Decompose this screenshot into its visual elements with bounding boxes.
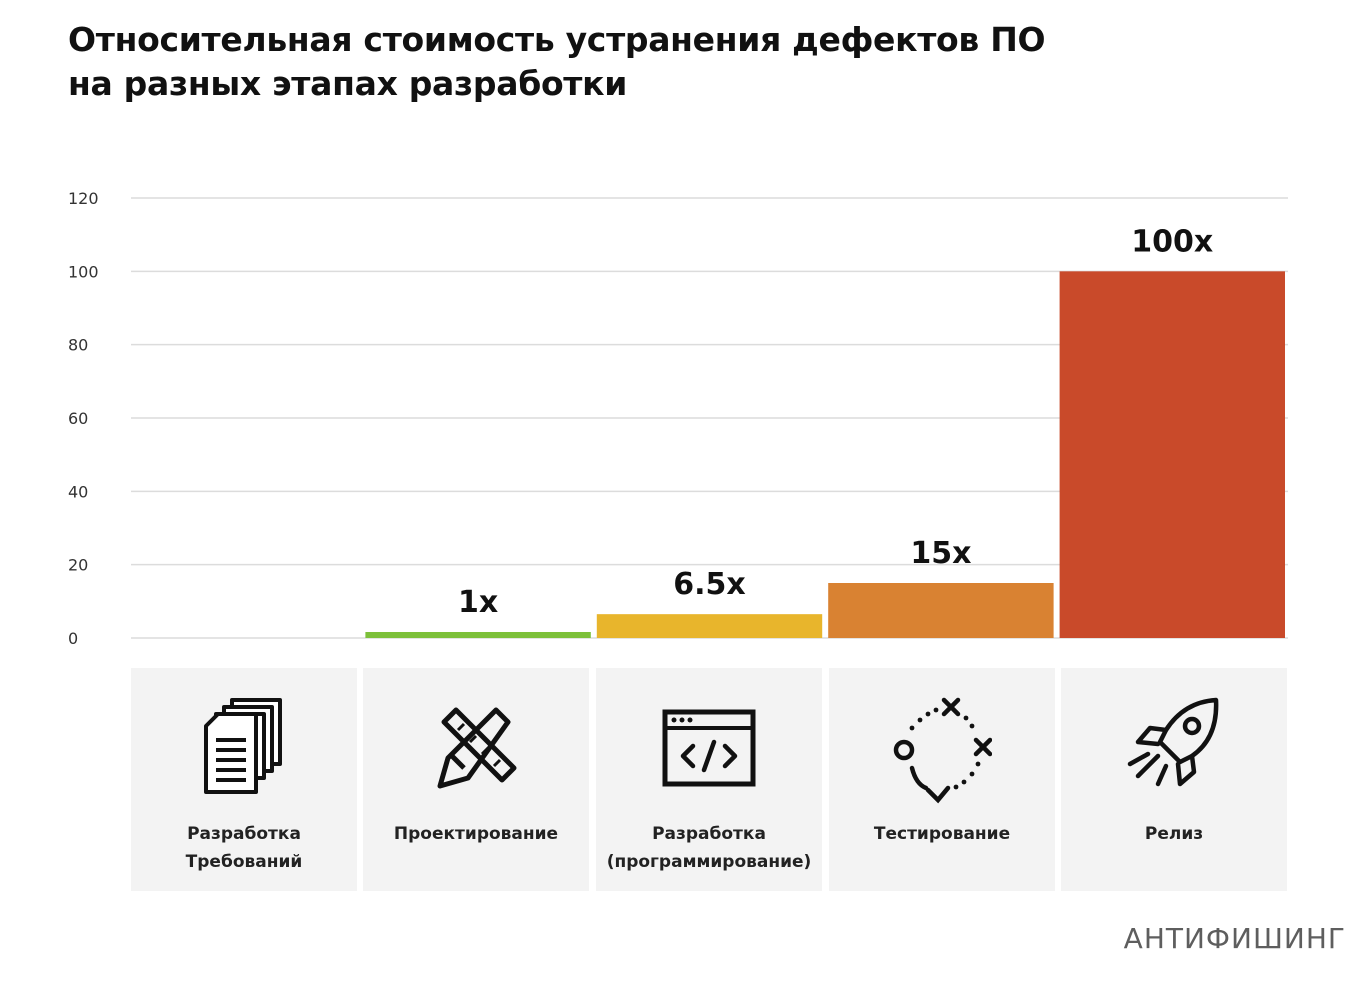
documents-icon xyxy=(204,698,282,794)
category-panel: Разработка Требований Проектирование xyxy=(131,668,1288,891)
y-tick-label: 120 xyxy=(68,189,99,208)
category-card-release: Релиз xyxy=(1061,668,1287,891)
rocket-icon xyxy=(1127,697,1219,787)
bar xyxy=(828,583,1054,638)
category-card-requirements: Разработка Требований xyxy=(131,668,357,891)
y-tick-label: 20 xyxy=(68,556,88,575)
category-label: Релиз xyxy=(1144,824,1204,844)
bar xyxy=(1059,271,1285,638)
data-label: 15x xyxy=(910,536,971,571)
chart-title-line-1: Относительная стоимость устранения дефек… xyxy=(68,20,1046,59)
pencil-ruler-icon xyxy=(437,707,517,789)
category-label: Тестирование xyxy=(873,824,1011,844)
code-window-icon xyxy=(662,709,756,787)
y-tick-label: 100 xyxy=(68,262,99,281)
category-label: Проектирование xyxy=(393,824,559,844)
y-tick-label: 80 xyxy=(68,336,88,355)
data-label: 100x xyxy=(1131,224,1213,259)
category-card-testing: Тестирование xyxy=(829,668,1055,891)
bar xyxy=(596,614,823,638)
y-tick-label: 60 xyxy=(68,409,88,428)
category-card-design: Проектирование xyxy=(363,668,589,891)
chart-title: Относительная стоимость устранения дефек… xyxy=(68,18,1068,106)
category-label: Разработка Требований xyxy=(185,824,303,872)
y-tick-label: 40 xyxy=(68,482,88,501)
chart-title-line-2: на разных этапах разработки xyxy=(68,64,628,103)
data-label: 6.5x xyxy=(673,567,746,602)
category-label: Разработка (программирование) xyxy=(606,824,812,872)
test-path-icon xyxy=(893,697,992,804)
bar xyxy=(365,632,591,638)
brand-logo: АНТИФИШИНГ xyxy=(1123,922,1346,955)
category-card-coding: Разработка (программирование) xyxy=(596,668,822,891)
data-label: 1x xyxy=(458,585,498,620)
y-tick-label: 0 xyxy=(68,629,78,648)
